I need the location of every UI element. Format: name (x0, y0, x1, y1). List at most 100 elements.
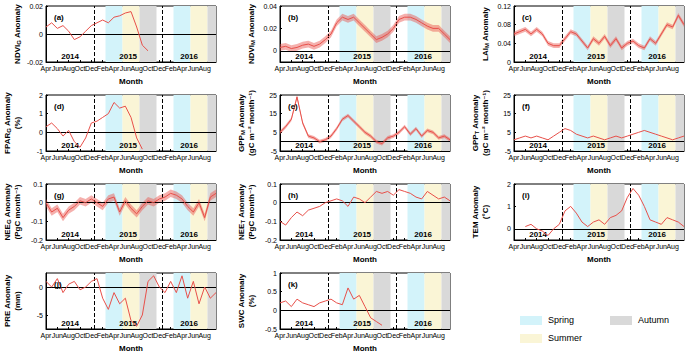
svg-text:Anomaly: Anomaly (237, 94, 246, 130)
svg-text:0: 0 (39, 284, 43, 291)
svg-text:(°C): (°C) (481, 205, 490, 220)
svg-text:Aug: Aug (198, 65, 211, 73)
svg-text:Oct: Oct (309, 243, 320, 250)
svg-text:Aug: Aug (130, 243, 143, 251)
svg-text:Jun: Jun (188, 65, 199, 72)
svg-text:0: 0 (273, 47, 277, 54)
svg-text:GPP: GPP (471, 134, 480, 152)
svg-text:25: 25 (503, 92, 511, 99)
svg-text:Aug: Aug (364, 332, 377, 340)
svg-text:Aug: Aug (296, 243, 309, 251)
svg-text:2014: 2014 (295, 52, 313, 61)
svg-text:Anomaly: Anomaly (481, 7, 490, 43)
svg-text:Jun: Jun (286, 154, 297, 161)
svg-text:Apr: Apr (41, 243, 53, 251)
svg-text:Apr: Apr (509, 154, 521, 162)
svg-text:2016: 2016 (648, 52, 666, 61)
svg-text:Month: Month (353, 166, 377, 175)
svg-text:Jun: Jun (588, 65, 599, 72)
svg-text:Apr: Apr (41, 154, 53, 162)
svg-text:Aug: Aug (666, 154, 679, 162)
svg-text:Apr: Apr (509, 65, 521, 73)
svg-text:Aug: Aug (666, 65, 679, 73)
svg-text:(k): (k) (288, 280, 298, 289)
svg-text:Oct: Oct (75, 154, 86, 161)
svg-text:Feb: Feb (565, 243, 577, 250)
svg-text:Feb: Feb (165, 154, 177, 161)
svg-text:Oct: Oct (377, 154, 388, 161)
svg-text:2015: 2015 (119, 319, 137, 328)
svg-text:NDVI: NDVI (247, 45, 256, 64)
svg-text:Jun: Jun (520, 243, 531, 250)
svg-text:-0.1: -0.1 (31, 218, 43, 225)
svg-text:(i): (i) (522, 191, 530, 200)
svg-text:Feb: Feb (565, 65, 577, 72)
svg-text:Jun: Jun (120, 332, 131, 339)
svg-text:Oct: Oct (143, 332, 154, 339)
svg-text:Anomaly: Anomaly (13, 4, 22, 40)
svg-text:Apr: Apr (109, 332, 121, 340)
svg-text:Aug: Aug (130, 332, 143, 340)
svg-text:(b): (b) (288, 13, 299, 22)
svg-text:Anomaly: Anomaly (237, 184, 246, 220)
svg-text:(%): (%) (247, 294, 256, 307)
svg-text:2: 2 (39, 92, 43, 99)
svg-text:2014: 2014 (529, 230, 547, 239)
svg-text:Jun: Jun (120, 65, 131, 72)
svg-text:Apr: Apr (177, 332, 189, 340)
svg-text:2016: 2016 (414, 52, 432, 61)
svg-text:Jun: Jun (52, 65, 63, 72)
svg-text:Apr: Apr (577, 154, 589, 162)
svg-text:(j): (j) (54, 280, 62, 289)
svg-text:Spring: Spring (548, 315, 574, 325)
svg-text:(c): (c) (522, 13, 532, 22)
svg-text:Apr: Apr (411, 154, 423, 162)
svg-text:Jun: Jun (52, 243, 63, 250)
svg-text:Aug: Aug (62, 243, 75, 251)
svg-text:(mm): (mm) (13, 291, 22, 311)
svg-text:Apr: Apr (411, 65, 423, 73)
svg-text:Jun: Jun (286, 243, 297, 250)
svg-text:PRE Anomaly: PRE Anomaly (3, 274, 12, 327)
svg-text:Feb: Feb (399, 332, 411, 339)
svg-text:2016: 2016 (180, 52, 198, 61)
svg-text:(d): (d) (54, 102, 65, 111)
svg-text:Month: Month (353, 344, 377, 353)
svg-text:Apr: Apr (509, 243, 521, 251)
svg-text:Aug: Aug (530, 243, 543, 251)
svg-text:Aug: Aug (598, 243, 611, 251)
svg-text:Jun: Jun (188, 332, 199, 339)
svg-text:Oct: Oct (75, 332, 86, 339)
svg-text:2016: 2016 (180, 230, 198, 239)
svg-text:NEE: NEE (237, 223, 246, 240)
svg-text:Apr: Apr (343, 65, 355, 73)
svg-text:Oct: Oct (611, 243, 622, 250)
svg-text:Jun: Jun (422, 65, 433, 72)
svg-text:Feb: Feb (165, 332, 177, 339)
svg-text:Apr: Apr (177, 65, 189, 73)
svg-text:Autumn: Autumn (638, 315, 669, 325)
svg-text:(h): (h) (288, 191, 299, 200)
svg-text:Oct: Oct (377, 332, 388, 339)
svg-text:Jun: Jun (188, 243, 199, 250)
svg-text:2015: 2015 (119, 230, 137, 239)
svg-text:0.08: 0.08 (497, 21, 511, 28)
svg-text:Aug: Aug (130, 154, 143, 162)
svg-text:2015: 2015 (353, 319, 371, 328)
svg-text:Month: Month (119, 77, 143, 86)
svg-text:Anomaly: Anomaly (3, 92, 12, 128)
svg-text:1: 1 (273, 270, 277, 277)
svg-text:Jun: Jun (656, 65, 667, 72)
svg-text:Apr: Apr (411, 332, 423, 340)
svg-text:Oct: Oct (143, 65, 154, 72)
svg-text:Aug: Aug (530, 65, 543, 73)
svg-text:(%): (%) (13, 116, 22, 129)
svg-text:-5: -5 (37, 312, 43, 319)
svg-text:0.02: 0.02 (29, 3, 43, 10)
svg-text:2015: 2015 (587, 230, 605, 239)
svg-text:Summer: Summer (548, 333, 582, 343)
svg-text:Apr: Apr (645, 65, 657, 73)
svg-text:(g): (g) (54, 191, 65, 200)
svg-text:Jun: Jun (354, 65, 365, 72)
svg-text:Feb: Feb (165, 65, 177, 72)
